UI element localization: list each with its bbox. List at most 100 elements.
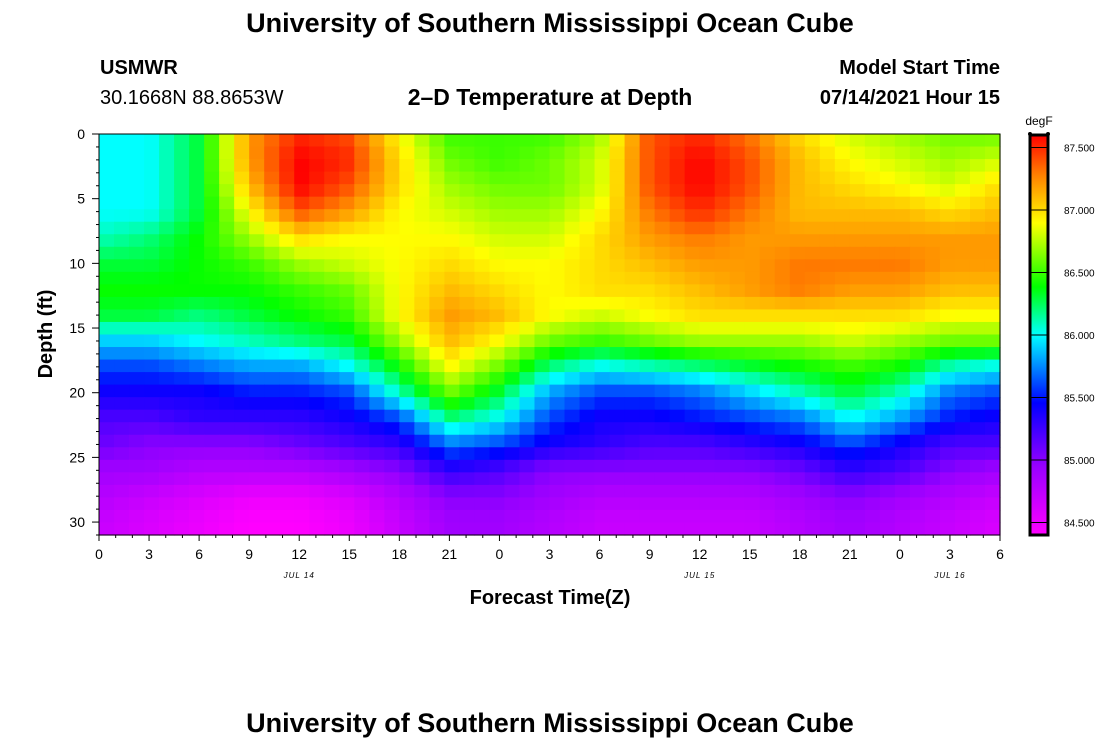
heatmap-cell	[144, 184, 160, 198]
heatmap-cell	[639, 146, 656, 160]
heatmap-cell	[414, 259, 430, 273]
heatmap-cell	[264, 271, 280, 285]
heatmap-cell	[834, 372, 851, 386]
heatmap-cell	[864, 497, 881, 511]
heatmap-cell	[414, 422, 430, 436]
heatmap-cell	[969, 334, 986, 348]
heatmap-cell	[729, 347, 746, 361]
heatmap-cell	[444, 321, 460, 336]
heatmap-cell	[924, 184, 941, 198]
heatmap-cell	[594, 372, 611, 386]
heatmap-cell	[114, 459, 130, 473]
heatmap-cell	[489, 422, 506, 436]
heatmap-cell	[789, 134, 806, 148]
heatmap-cell	[984, 472, 1001, 486]
heatmap-cell	[354, 347, 370, 361]
y-tick-label: 10	[69, 255, 85, 271]
heatmap-cell	[864, 347, 881, 361]
heatmap-cell	[564, 359, 581, 373]
heatmap-cell	[879, 484, 896, 499]
heatmap-cell	[324, 271, 340, 285]
heatmap-cell	[564, 447, 581, 461]
heatmap-cell	[384, 221, 400, 235]
heatmap-cell	[774, 171, 791, 185]
heatmap-cell	[99, 221, 115, 235]
heatmap-cell	[684, 459, 701, 473]
colorbar-corner-dot	[1028, 132, 1032, 136]
heatmap-cell	[234, 246, 250, 260]
heatmap-cell	[564, 384, 581, 398]
heatmap-cell	[189, 434, 205, 448]
heatmap-cell	[879, 459, 896, 473]
heatmap-cell	[324, 321, 340, 336]
heatmap-cell	[519, 484, 536, 499]
heatmap-cell	[759, 472, 776, 486]
heatmap-cell	[939, 397, 956, 411]
heatmap-cell	[699, 184, 716, 198]
heatmap-cell	[144, 321, 160, 336]
heatmap-cell	[309, 284, 325, 298]
heatmap-cell	[279, 409, 295, 423]
heatmap-cell	[144, 196, 160, 210]
heatmap-cell	[984, 359, 1001, 373]
heatmap-cell	[189, 309, 205, 323]
heatmap-cell	[264, 309, 280, 323]
heatmap-cell	[654, 334, 671, 348]
heatmap-cell	[774, 196, 791, 210]
heatmap-cell	[444, 384, 460, 398]
heatmap-cell	[564, 296, 581, 311]
heatmap-cell	[219, 372, 235, 386]
heatmap-cell	[624, 359, 641, 373]
heatmap-cell	[909, 259, 926, 273]
heatmap-cell	[699, 447, 716, 461]
heatmap-cell	[519, 284, 536, 298]
heatmap-cell	[504, 509, 521, 524]
heatmap-cell	[129, 472, 145, 486]
heatmap-cell	[939, 271, 956, 285]
heatmap-cell	[939, 422, 956, 436]
heatmap-cell	[324, 334, 340, 348]
heatmap-cell	[354, 359, 370, 373]
heatmap-cell	[384, 484, 400, 499]
heatmap-cell	[939, 309, 956, 323]
heatmap-cell	[384, 447, 400, 461]
heatmap-cell	[924, 372, 941, 386]
heatmap-cell	[489, 196, 506, 210]
heatmap-cell	[834, 422, 851, 436]
heatmap-cell	[714, 472, 731, 486]
heatmap-cell	[849, 459, 866, 473]
heatmap-cell	[939, 497, 956, 511]
heatmap-cell	[129, 309, 145, 323]
heatmap-cell	[684, 209, 701, 223]
heatmap-cell	[429, 196, 445, 210]
heatmap-cell	[819, 397, 836, 411]
heatmap-cell	[594, 284, 611, 298]
heatmap-cell	[924, 497, 941, 511]
heatmap-cell	[429, 509, 445, 524]
heatmap-cell	[939, 171, 956, 185]
heatmap-cell	[399, 234, 415, 248]
heatmap-cell	[114, 347, 130, 361]
heatmap-cell	[759, 447, 776, 461]
heatmap-cell	[279, 472, 295, 486]
heatmap-cell	[699, 372, 716, 386]
heatmap-cell	[864, 184, 881, 198]
heatmap-cell	[459, 422, 476, 436]
heatmap-cell	[894, 309, 911, 323]
heatmap-cell	[444, 271, 460, 285]
heatmap-cell	[864, 459, 881, 473]
heatmap-cell	[834, 259, 851, 273]
heatmap-cell	[534, 347, 551, 361]
heatmap-cell	[624, 472, 641, 486]
heatmap-cell	[219, 171, 235, 185]
heatmap-cell	[879, 509, 896, 524]
heatmap-cell	[984, 334, 1001, 348]
heatmap-cell	[954, 472, 971, 486]
heatmap-cell	[144, 296, 160, 311]
heatmap-cell	[354, 509, 370, 524]
heatmap-cell	[579, 447, 596, 461]
heatmap-cell	[399, 171, 415, 185]
heatmap-cell	[759, 284, 776, 298]
heatmap-cell	[144, 259, 160, 273]
heatmap-cell	[339, 484, 355, 499]
